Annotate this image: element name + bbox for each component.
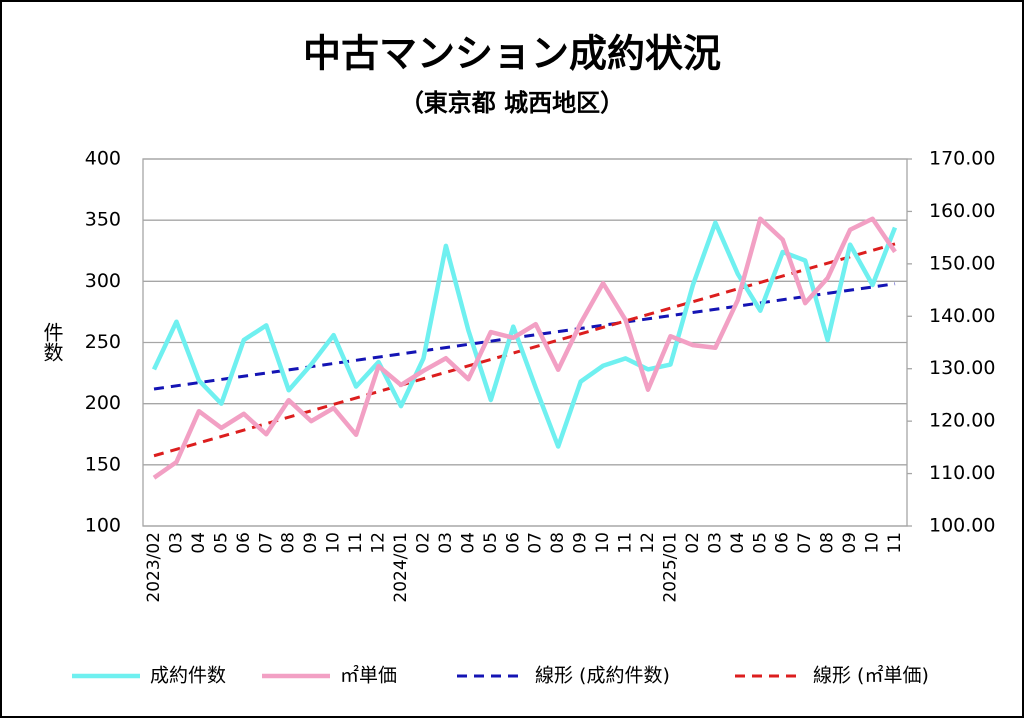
x-tick-label: 06 [234, 532, 254, 554]
x-tick-label: 10 [593, 532, 613, 554]
x-tick-label: 2024/01 [391, 532, 411, 603]
x-tick-label: 03 [705, 532, 725, 554]
x-tick-label: 05 [750, 532, 770, 554]
legend-label: 線形 (㎡単価) [813, 664, 929, 687]
x-tick-label: 04 [189, 532, 209, 554]
chart-title: 中古マンション成約状況 [303, 32, 721, 76]
x-tick-label: 11 [885, 532, 905, 554]
x-tick-label: 11 [346, 532, 366, 554]
x-tick-label: 09 [840, 532, 860, 554]
y2-tick-label: 110.00 [929, 462, 995, 484]
series-line [151, 220, 898, 449]
y-tick-label: 200 [85, 392, 121, 414]
y2-tick-label: 120.00 [929, 410, 995, 432]
x-tick-label: 07 [795, 532, 815, 554]
x-tick-label: 03 [436, 532, 456, 554]
x-tick-label: 05 [481, 532, 501, 554]
x-tick-label: 08 [818, 532, 838, 554]
x-tick-label: 2023/02 [144, 532, 164, 603]
y-tick-label: 100 [85, 515, 121, 537]
plot-border [142, 158, 908, 527]
x-tick-label: 02 [413, 532, 433, 554]
x-tick-label: 10 [324, 532, 344, 554]
x-tick-label: 07 [526, 532, 546, 554]
x-tick-label: 02 [683, 532, 703, 554]
legend-label: 線形 (成約件数) [535, 665, 670, 687]
legend-label: 成約件数 [150, 665, 226, 687]
y-tick-label: 350 [85, 209, 121, 231]
y-tick-label: 250 [85, 331, 121, 353]
y-tick-label: 300 [85, 270, 121, 292]
y-axis-label: 件数 [40, 322, 64, 362]
x-tick-label: 08 [548, 532, 568, 554]
y2-tick-label: 150.00 [929, 252, 995, 274]
x-tick-label: 07 [256, 532, 276, 554]
x-tick-label: 12 [638, 532, 658, 554]
x-tick-label: 05 [211, 532, 231, 554]
y2-tick-label: 100.00 [929, 515, 995, 537]
y2-tick-label: 130.00 [929, 357, 995, 379]
x-tick-label: 06 [773, 532, 793, 554]
trend-line [153, 282, 896, 391]
x-tick-label: 11 [616, 532, 636, 554]
x-tick-label: 06 [503, 532, 523, 554]
legend-label: ㎡単価 [340, 664, 397, 687]
y2-tick-label: 160.00 [929, 200, 995, 222]
chart-subtitle: （東京都 城西地区） [400, 89, 624, 117]
y2-tick-label: 140.00 [929, 305, 995, 327]
x-tick-label: 09 [301, 532, 321, 554]
x-tick-label: 08 [279, 532, 299, 554]
x-tick-label: 04 [458, 532, 478, 554]
series-line [152, 216, 897, 480]
y-tick-label: 400 [85, 148, 121, 170]
x-tick-label: 12 [369, 532, 389, 554]
x-tick-label: 2025/01 [660, 532, 680, 603]
y2-tick-label: 170.00 [929, 148, 995, 170]
x-tick-label: 10 [863, 532, 883, 554]
x-tick-label: 04 [728, 532, 748, 554]
x-tick-label: 09 [571, 532, 591, 554]
x-tick-label: 03 [166, 532, 186, 554]
y-tick-label: 150 [85, 453, 121, 475]
